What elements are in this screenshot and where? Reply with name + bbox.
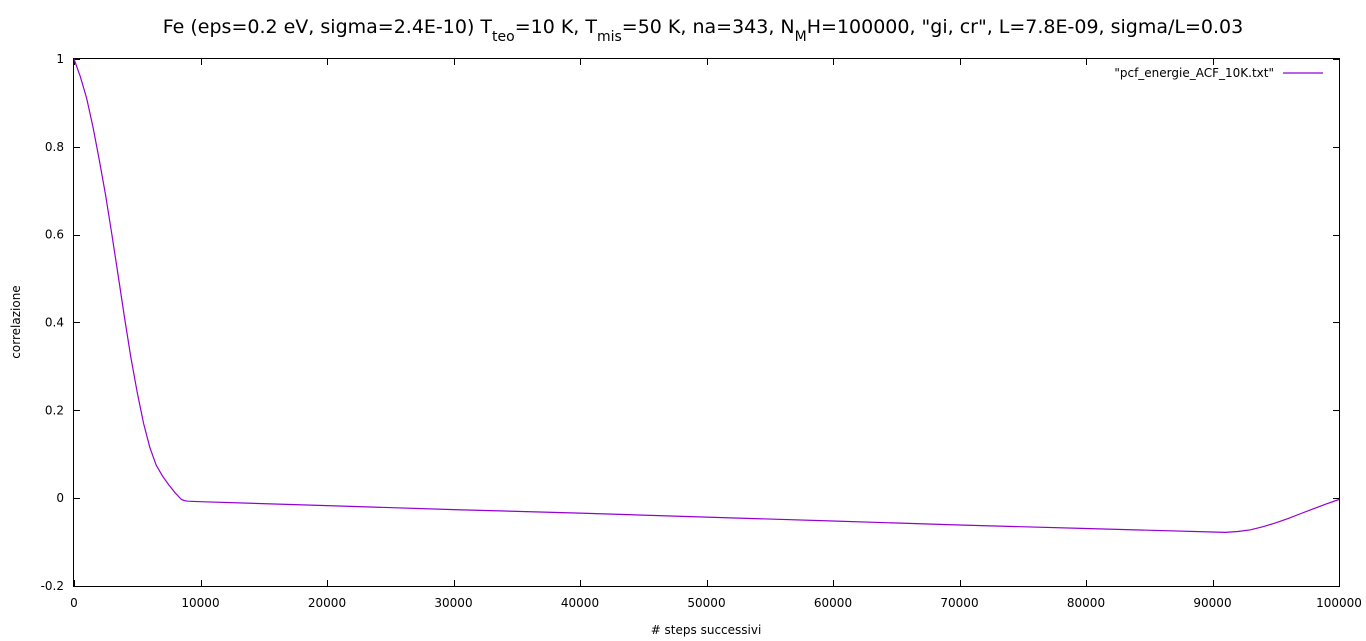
plot-frame [73, 58, 1340, 587]
title-segment: Fe (eps=0.2 eV, sigma=2.4E-10) T [163, 16, 493, 38]
y-tick-label: 1 [56, 52, 64, 66]
chart-title: Fe (eps=0.2 eV, sigma=2.4E-10) Tteo=10 K… [163, 16, 1243, 45]
y-tick-label: 0.6 [45, 228, 64, 242]
title-segment: =10 K, T [515, 16, 598, 38]
title-segment: =50 K, na=343, N [622, 16, 795, 38]
series-line [73, 58, 1340, 534]
x-tick-label: 20000 [308, 596, 346, 610]
legend: "pcf_energie_ACF_10K.txt" [1114, 66, 1323, 80]
x-axis: 0 10000 20000 30000 40000 50000 60000 70000 8000… [70, 59, 1362, 610]
x-tick-label: 70000 [940, 596, 978, 610]
x-tick-label: 50000 [687, 596, 725, 610]
x-tick-label: 80000 [1067, 596, 1105, 610]
title-segment: H=100000, "gi, cr", L=7.8E-09, sigma/L=0… [807, 16, 1244, 38]
y-tick-label: -0.2 [41, 579, 64, 593]
y-axis-label: correlazione [9, 285, 23, 358]
title-subscript: mis [597, 29, 622, 45]
x-tick-label: 100000 [1316, 596, 1362, 610]
series-layer [73, 58, 1340, 534]
y-tick-label: 0.8 [45, 140, 64, 154]
x-tick-label: 30000 [434, 596, 472, 610]
y-tick-label: 0.2 [45, 403, 64, 417]
title-subscript: teo [492, 29, 515, 45]
x-tick-label: 40000 [561, 596, 599, 610]
title-subscript: M [795, 29, 807, 45]
y-tick-label: 0.4 [45, 316, 64, 330]
y-axis: -0.2 0 0.2 0.4 0.6 0.8 1 [41, 52, 1339, 593]
x-tick-label: 10000 [181, 596, 219, 610]
legend-label: "pcf_energie_ACF_10K.txt" [1114, 66, 1274, 80]
x-tick-label: 0 [70, 596, 78, 610]
x-tick-label: 90000 [1193, 596, 1231, 610]
x-axis-label: # steps successivi [651, 623, 762, 637]
x-tick-label: 60000 [814, 596, 852, 610]
y-tick-label: 0 [56, 491, 64, 505]
